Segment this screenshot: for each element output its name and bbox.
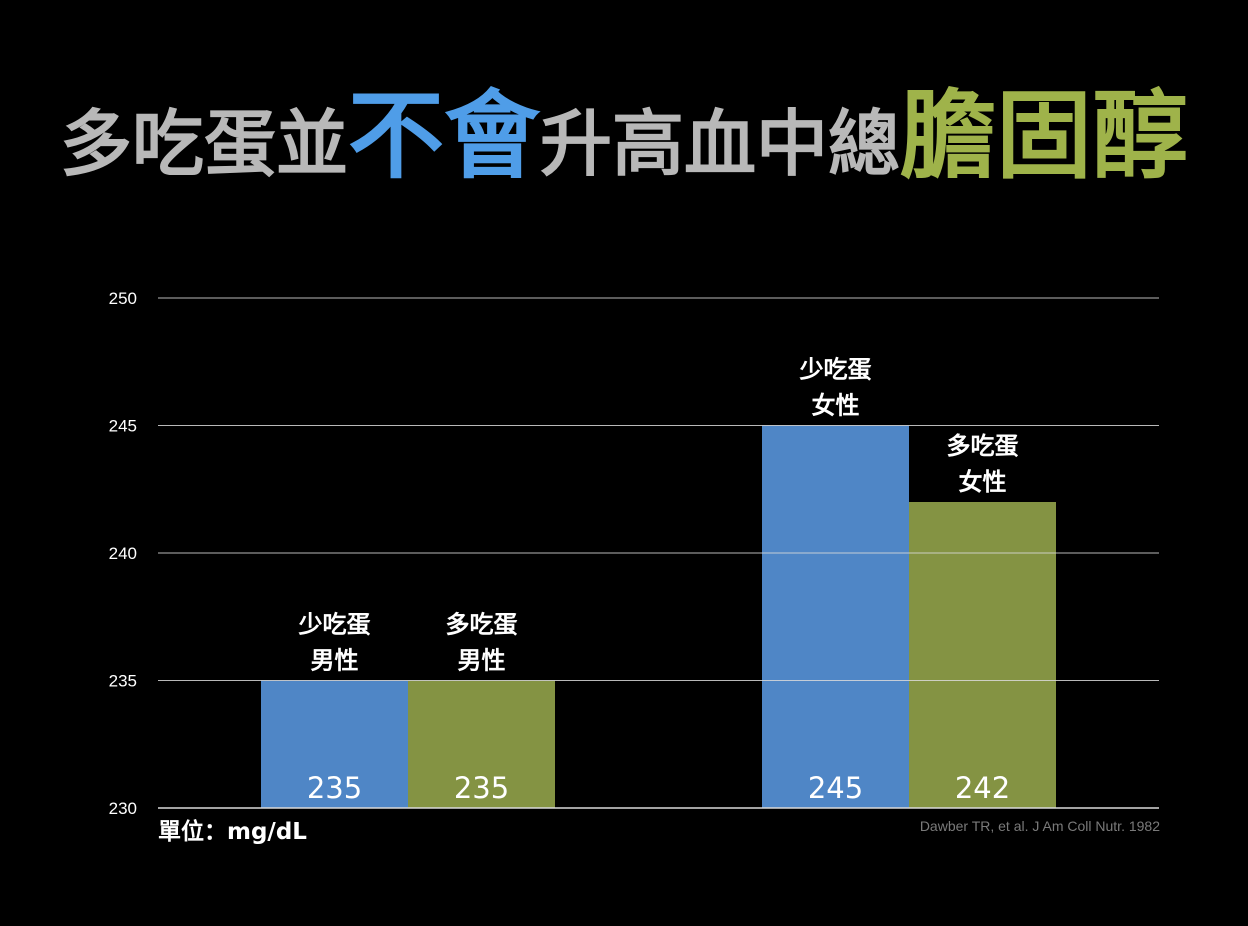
bar-group-label: 女性 <box>959 468 1007 496</box>
bar <box>762 425 909 808</box>
y-tick-label: 235 <box>109 672 137 691</box>
page-title: 多吃蛋並不會升高血中總膽固醇 <box>0 88 1248 184</box>
title-part-1: 多吃蛋並 <box>59 102 348 186</box>
bar-value-label: 245 <box>808 771 863 805</box>
source-citation: Dawber TR, et al. J Am Coll Nutr. 1982 <box>919 818 1160 834</box>
bar-value-label: 242 <box>955 771 1010 805</box>
title-part-4: 膽固醇 <box>900 80 1189 192</box>
y-tick-label: 245 <box>109 417 137 436</box>
bar <box>909 502 1056 808</box>
unit-label: 單位：mg/dL <box>158 819 307 845</box>
bar-group-label: 女性 <box>812 392 860 420</box>
bar-value-label: 235 <box>454 771 509 805</box>
bar-category-label: 少吃蛋 <box>799 356 872 384</box>
bar-value-label: 235 <box>307 771 362 805</box>
y-tick-label: 230 <box>109 799 137 818</box>
bar-category-label: 多吃蛋 <box>947 432 1019 460</box>
title-part-2: 不會 <box>348 80 540 192</box>
bar-group-label: 男性 <box>311 647 359 675</box>
bar-group-label: 男性 <box>458 647 506 675</box>
y-tick-label: 250 <box>109 289 137 308</box>
bar <box>261 680 408 808</box>
title-part-3: 升高血中總 <box>540 102 901 186</box>
bar <box>408 680 555 808</box>
bar-category-label: 多吃蛋 <box>446 611 518 639</box>
bar-category-label: 少吃蛋 <box>298 611 371 639</box>
y-tick-label: 240 <box>109 544 137 563</box>
